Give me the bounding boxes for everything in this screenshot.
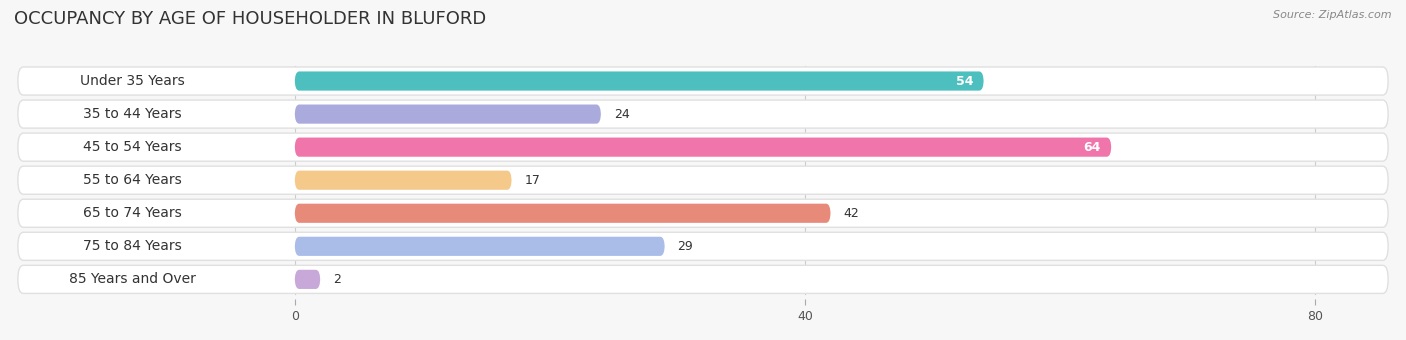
FancyBboxPatch shape: [21, 237, 243, 256]
Text: 29: 29: [678, 240, 693, 253]
Text: 54: 54: [956, 74, 973, 87]
FancyBboxPatch shape: [18, 67, 1388, 95]
FancyBboxPatch shape: [295, 270, 321, 289]
FancyBboxPatch shape: [295, 171, 512, 190]
FancyBboxPatch shape: [21, 104, 243, 124]
FancyBboxPatch shape: [21, 270, 243, 289]
Text: 85 Years and Over: 85 Years and Over: [69, 272, 195, 286]
Text: 64: 64: [1084, 141, 1101, 154]
FancyBboxPatch shape: [18, 133, 1388, 161]
Text: 42: 42: [844, 207, 859, 220]
Text: OCCUPANCY BY AGE OF HOUSEHOLDER IN BLUFORD: OCCUPANCY BY AGE OF HOUSEHOLDER IN BLUFO…: [14, 10, 486, 28]
FancyBboxPatch shape: [295, 204, 831, 223]
FancyBboxPatch shape: [295, 104, 600, 124]
FancyBboxPatch shape: [18, 232, 1388, 260]
Text: 75 to 84 Years: 75 to 84 Years: [83, 239, 181, 253]
FancyBboxPatch shape: [295, 138, 1111, 157]
Text: 24: 24: [613, 107, 630, 121]
Text: 2: 2: [333, 273, 340, 286]
Text: Source: ZipAtlas.com: Source: ZipAtlas.com: [1274, 10, 1392, 20]
Text: 55 to 64 Years: 55 to 64 Years: [83, 173, 181, 187]
FancyBboxPatch shape: [18, 100, 1388, 128]
FancyBboxPatch shape: [18, 166, 1388, 194]
FancyBboxPatch shape: [21, 171, 243, 190]
Text: 45 to 54 Years: 45 to 54 Years: [83, 140, 181, 154]
Text: 65 to 74 Years: 65 to 74 Years: [83, 206, 181, 220]
FancyBboxPatch shape: [21, 138, 243, 157]
FancyBboxPatch shape: [21, 204, 243, 223]
FancyBboxPatch shape: [18, 199, 1388, 227]
FancyBboxPatch shape: [295, 237, 665, 256]
FancyBboxPatch shape: [18, 265, 1388, 293]
Text: 35 to 44 Years: 35 to 44 Years: [83, 107, 181, 121]
FancyBboxPatch shape: [21, 71, 243, 91]
Text: 17: 17: [524, 174, 540, 187]
FancyBboxPatch shape: [295, 71, 984, 91]
Text: Under 35 Years: Under 35 Years: [80, 74, 184, 88]
